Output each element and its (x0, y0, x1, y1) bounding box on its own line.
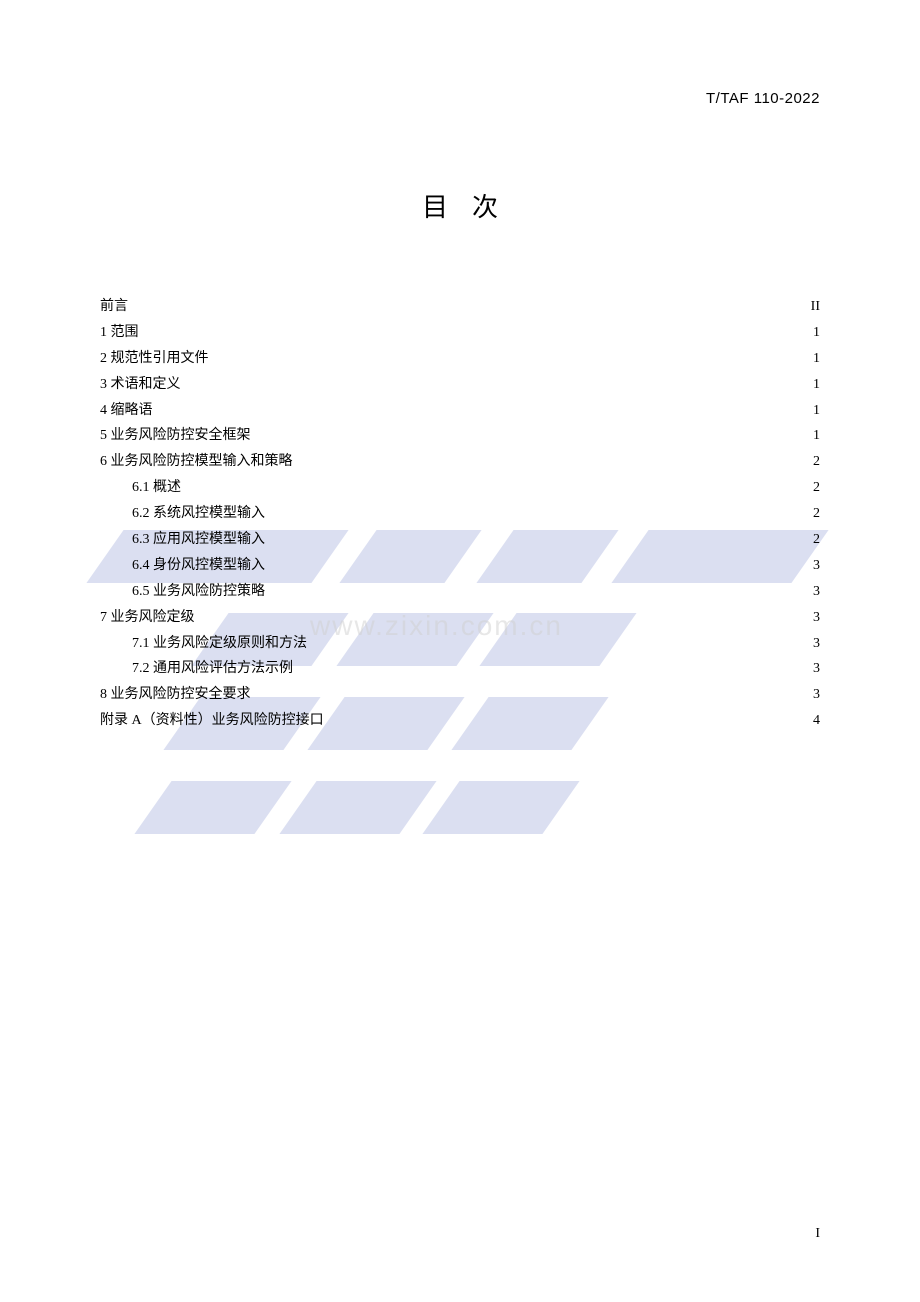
toc-entry: 3 术语和定义 1 (100, 372, 820, 398)
toc-entry-label: 6.1 概述 (132, 475, 181, 501)
toc-entry-label: 5 业务风险防控安全框架 (100, 423, 251, 449)
toc-entry-label: 6.2 系统风控模型输入 (132, 501, 265, 527)
toc-leader-dots (199, 607, 797, 621)
toc-entry-page: 1 (800, 320, 820, 346)
toc-leader-dots (297, 658, 796, 672)
toc-entry-page: 1 (800, 398, 820, 424)
toc-entry: 7.1 业务风险定级原则和方法 3 (100, 631, 820, 657)
toc-leader-dots (297, 451, 797, 465)
toc-leader-dots (269, 555, 796, 569)
toc-entry-page: 3 (800, 682, 820, 708)
page-title: 目次 (100, 187, 820, 224)
toc-leader-dots (132, 296, 796, 310)
toc-entry: 6.5 业务风险防控策略 3 (100, 579, 820, 605)
toc-entry-label: 1 范围 (100, 320, 139, 346)
toc-leader-dots (269, 529, 796, 543)
toc-entry: 6.2 系统风控模型输入 2 (100, 501, 820, 527)
toc-entry-page: 2 (800, 527, 820, 553)
toc-leader-dots (143, 322, 797, 336)
toc-entry: 6.3 应用风控模型输入 2 (100, 527, 820, 553)
toc-entry: 附录 A（资料性）业务风险防控接口 4 (100, 708, 820, 734)
toc-entry-label: 3 术语和定义 (100, 372, 181, 398)
toc-entry-label: 6.5 业务风险防控策略 (132, 579, 265, 605)
document-number: T/TAF 110-2022 (100, 90, 820, 107)
toc-entry: 2 规范性引用文件 1 (100, 346, 820, 372)
toc-entry-label: 6.4 身份风控模型输入 (132, 553, 265, 579)
toc-entry: 4 缩略语 1 (100, 398, 820, 424)
toc-entry-label: 7.1 业务风险定级原则和方法 (132, 631, 307, 657)
toc-entry: 8 业务风险防控安全要求 3 (100, 682, 820, 708)
toc-leader-dots (157, 400, 797, 414)
toc-entry: 7 业务风险定级 3 (100, 605, 820, 631)
toc-entry-label: 6 业务风险防控模型输入和策略 (100, 449, 293, 475)
toc-entry-label: 前言 (100, 294, 128, 320)
toc-leader-dots (311, 633, 796, 647)
toc-entry: 6.1 概述 2 (100, 475, 820, 501)
toc-entry-page: 4 (800, 708, 820, 734)
toc-entry: 7.2 通用风险评估方法示例 3 (100, 656, 820, 682)
toc-entry-page: 2 (800, 475, 820, 501)
toc-entry-page: 3 (800, 605, 820, 631)
toc-entry-page: II (800, 294, 820, 320)
toc-leader-dots (269, 503, 796, 517)
toc-entry-label: 7 业务风险定级 (100, 605, 195, 631)
toc-leader-dots (269, 581, 796, 595)
toc-leader-dots (213, 348, 797, 362)
toc-entry: 6.4 身份风控模型输入 3 (100, 553, 820, 579)
toc-entry: 5 业务风险防控安全框架 1 (100, 423, 820, 449)
toc-entry-label: 6.3 应用风控模型输入 (132, 527, 265, 553)
toc-leader-dots (185, 477, 796, 491)
page-container: T/TAF 110-2022 目次 前言II1 范围12 规范性引用文件13 术… (0, 0, 920, 1302)
toc-entry: 1 范围 1 (100, 320, 820, 346)
toc-leader-dots (255, 684, 797, 698)
toc-entry-page: 3 (800, 579, 820, 605)
toc-entry-label: 2 规范性引用文件 (100, 346, 209, 372)
page-number: I (815, 1226, 820, 1242)
toc-entry-page: 1 (800, 346, 820, 372)
toc-entry-label: 4 缩略语 (100, 398, 153, 424)
toc-entry: 6 业务风险防控模型输入和策略 2 (100, 449, 820, 475)
table-of-contents: 前言II1 范围12 规范性引用文件13 术语和定义14 缩略语15 业务风险防… (100, 294, 820, 734)
toc-entry-page: 3 (800, 553, 820, 579)
toc-entry-page: 3 (800, 631, 820, 657)
toc-entry-page: 2 (800, 501, 820, 527)
toc-leader-dots (328, 710, 796, 724)
toc-entry-label: 附录 A（资料性）业务风险防控接口 (100, 708, 324, 734)
toc-entry-page: 1 (800, 372, 820, 398)
toc-entry-page: 2 (800, 449, 820, 475)
toc-entry-label: 7.2 通用风险评估方法示例 (132, 656, 293, 682)
toc-entry-label: 8 业务风险防控安全要求 (100, 682, 251, 708)
toc-entry-page: 3 (800, 656, 820, 682)
toc-entry: 前言 II (100, 294, 820, 320)
toc-leader-dots (255, 425, 797, 439)
toc-leader-dots (185, 374, 797, 388)
toc-entry-page: 1 (800, 423, 820, 449)
